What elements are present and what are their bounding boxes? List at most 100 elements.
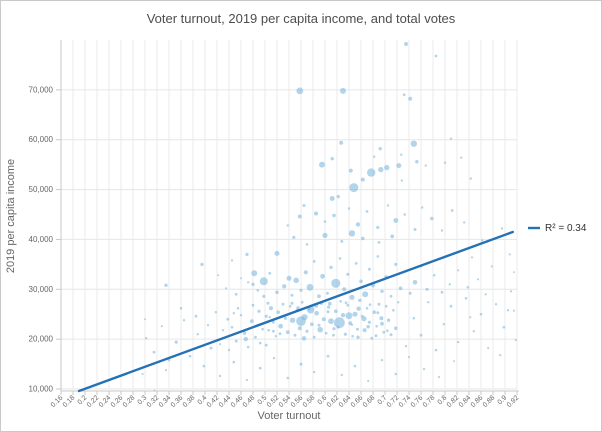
scatter-point[interactable] (347, 207, 351, 210)
scatter-point[interactable] (443, 161, 447, 164)
scatter-point[interactable] (448, 283, 451, 286)
scatter-point[interactable] (300, 300, 304, 304)
scatter-point[interactable] (500, 227, 504, 230)
scatter-point[interactable] (424, 164, 427, 167)
scatter-point[interactable] (430, 216, 434, 221)
scatter-point[interactable] (283, 316, 287, 320)
scatter-point[interactable] (400, 179, 403, 182)
scatter-point[interactable] (276, 310, 281, 315)
scatter-point[interactable] (209, 346, 213, 350)
scatter-point[interactable] (437, 375, 441, 379)
scatter-point[interactable] (243, 336, 248, 342)
scatter-point[interactable] (317, 326, 324, 333)
scatter-point[interactable] (281, 302, 285, 306)
scatter-point[interactable] (218, 343, 222, 346)
scatter-point[interactable] (398, 286, 403, 291)
scatter-point[interactable] (340, 87, 346, 94)
scatter-point[interactable] (469, 177, 472, 180)
scatter-point[interactable] (242, 331, 247, 335)
scatter-point[interactable] (361, 236, 365, 241)
scatter-point[interactable] (419, 333, 423, 337)
scatter-point[interactable] (342, 287, 347, 292)
scatter-point[interactable] (349, 294, 355, 300)
scatter-point[interactable] (286, 224, 289, 227)
scatter-point[interactable] (153, 389, 156, 392)
scatter-point[interactable] (332, 213, 336, 218)
scatter-point[interactable] (145, 337, 148, 340)
scatter-point[interactable] (332, 333, 335, 337)
scatter-point[interactable] (389, 333, 393, 337)
scatter-point[interactable] (484, 293, 487, 296)
scatter-point[interactable] (472, 330, 475, 333)
scatter-point[interactable] (258, 366, 262, 370)
scatter-point[interactable] (152, 350, 156, 354)
scatter-point[interactable] (327, 301, 332, 306)
scatter-point[interactable] (160, 325, 163, 328)
scatter-point[interactable] (365, 306, 369, 310)
scatter-point[interactable] (513, 271, 515, 274)
scatter-point[interactable] (410, 140, 417, 147)
scatter-point[interactable] (356, 306, 361, 311)
scatter-point[interactable] (393, 218, 399, 223)
scatter-point[interactable] (174, 340, 178, 344)
scatter-point[interactable] (303, 270, 308, 275)
scatter-point[interactable] (350, 323, 354, 326)
scatter-point[interactable] (264, 314, 268, 318)
scatter-point[interactable] (301, 336, 307, 341)
scatter-point[interactable] (514, 339, 517, 342)
scatter-point[interactable] (372, 310, 377, 315)
scatter-point[interactable] (355, 327, 359, 331)
scatter-point[interactable] (394, 262, 398, 266)
scatter-point[interactable] (412, 280, 418, 285)
scatter-point[interactable] (352, 311, 358, 317)
scatter-point[interactable] (317, 323, 321, 327)
scatter-point[interactable] (290, 293, 294, 297)
scatter-point[interactable] (221, 329, 225, 332)
scatter-point[interactable] (449, 304, 453, 308)
scatter-point[interactable] (440, 290, 444, 294)
scatter-point[interactable] (268, 306, 274, 311)
scatter-point[interactable] (400, 153, 403, 156)
scatter-point[interactable] (285, 330, 290, 335)
scatter-point[interactable] (469, 316, 472, 319)
scatter-point[interactable] (293, 333, 297, 337)
scatter-point[interactable] (506, 309, 510, 312)
scatter-point[interactable] (394, 326, 398, 331)
scatter-point[interactable] (321, 317, 326, 322)
scatter-point[interactable] (297, 326, 302, 331)
scatter-point[interactable] (290, 301, 294, 305)
scatter-point[interactable] (288, 304, 292, 308)
scatter-point[interactable] (259, 277, 268, 286)
scatter-point[interactable] (450, 209, 454, 212)
scatter-point[interactable] (236, 306, 240, 310)
scatter-point[interactable] (348, 230, 356, 237)
scatter-point[interactable] (386, 329, 389, 333)
scatter-point[interactable] (378, 166, 384, 173)
scatter-point[interactable] (466, 286, 470, 289)
scatter-point[interactable] (460, 156, 463, 159)
scatter-point[interactable] (305, 243, 309, 246)
scatter-point[interactable] (408, 291, 412, 295)
scatter-point[interactable] (240, 277, 242, 280)
scatter-point[interactable] (246, 345, 250, 349)
scatter-point[interactable] (264, 343, 268, 347)
scatter-point[interactable] (310, 322, 314, 327)
scatter-point[interactable] (327, 305, 331, 309)
scatter-point[interactable] (345, 312, 353, 320)
scatter-point[interactable] (376, 225, 380, 230)
scatter-point[interactable] (380, 289, 384, 293)
scatter-point[interactable] (234, 292, 238, 296)
scatter-point[interactable] (449, 137, 453, 140)
scatter-point[interactable] (312, 260, 316, 263)
scatter-point[interactable] (453, 360, 455, 363)
scatter-point[interactable] (494, 303, 498, 306)
trend-line[interactable] (77, 230, 514, 393)
scatter-point[interactable] (329, 196, 335, 201)
scatter-point[interactable] (502, 325, 506, 329)
scatter-point[interactable] (164, 369, 168, 372)
scatter-point[interactable] (251, 303, 255, 307)
scatter-point[interactable] (251, 282, 255, 286)
scatter-point[interactable] (328, 318, 334, 325)
scatter-point[interactable] (278, 323, 283, 329)
scatter-point[interactable] (313, 370, 316, 374)
